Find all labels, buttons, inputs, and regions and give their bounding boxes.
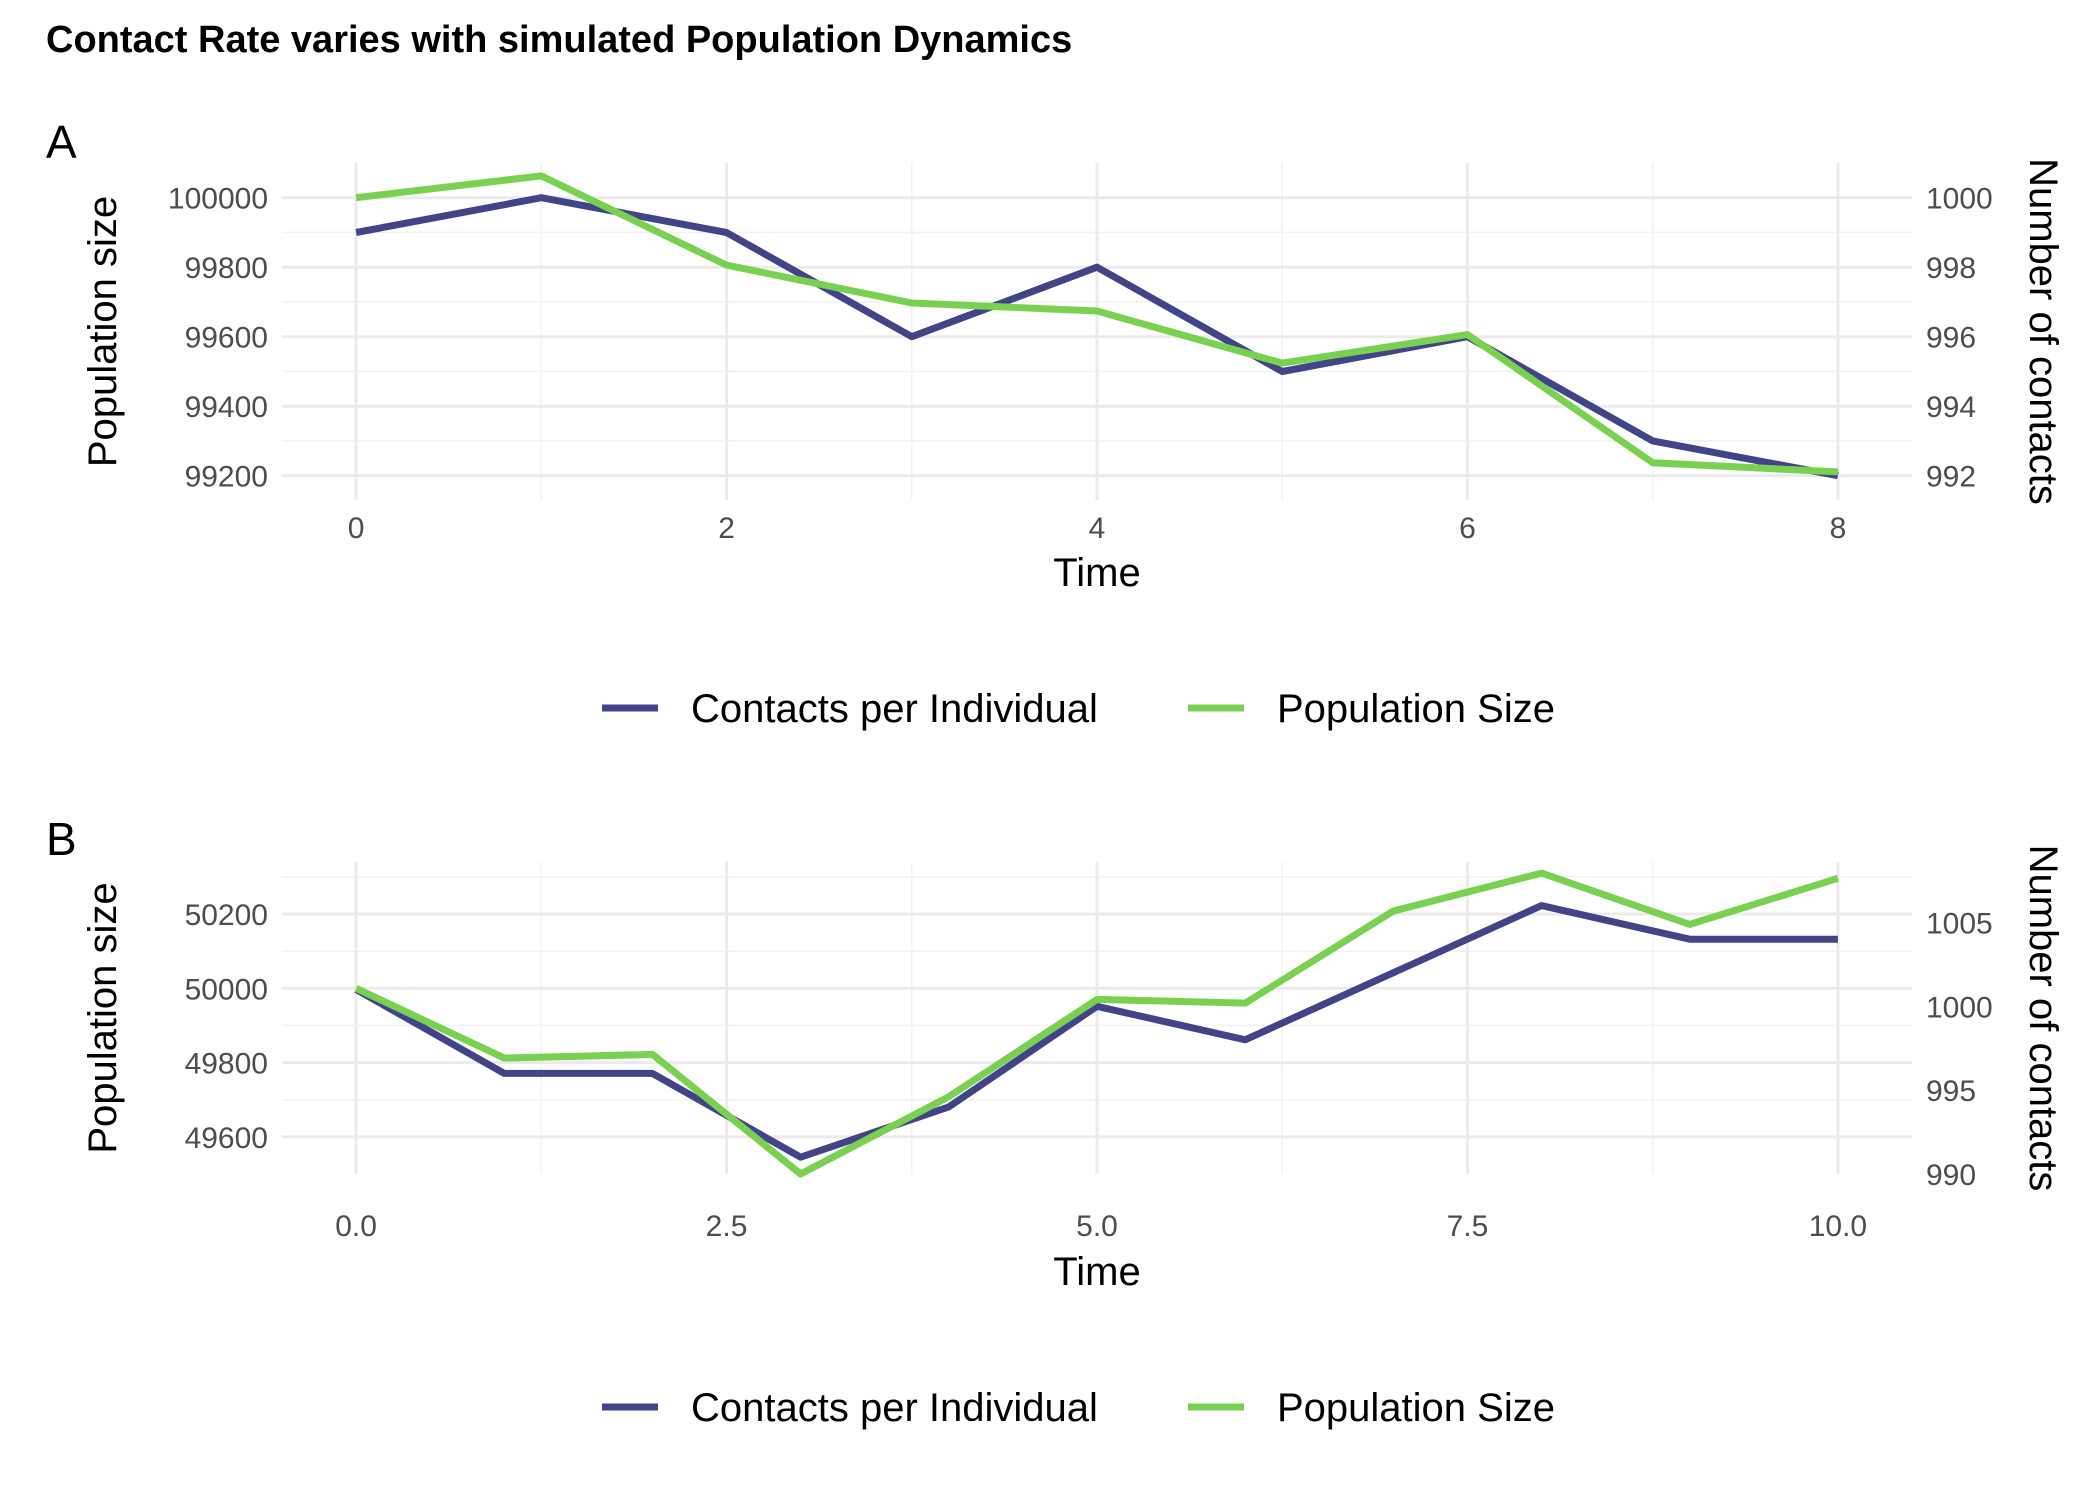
legend-label-population: Population Size [1277,1386,1555,1430]
x-tick-label: 5.0 [1076,1210,1118,1243]
panel-a: 0 2 4 6 8 99200 99400 99600 99800 100000 992 994 996… [46,116,2065,731]
legend: Contacts per Individual Population Size [602,687,1555,731]
legend-label-population: Population Size [1277,687,1555,731]
x-tick-label: 6 [1459,512,1476,545]
y-right-tick-label: 996 [1926,322,1976,355]
y-left-tick-label: 49800 [185,1048,268,1081]
y-right-tick-label: 1000 [1926,991,1993,1024]
x-tick-label: 8 [1830,512,1847,545]
chart-panels: 0 2 4 6 8 99200 99400 99600 99800 100000 992 994 996… [46,116,2065,1430]
y-left-axis-title: Population size [81,196,125,467]
x-tick-label: 10.0 [1809,1210,1867,1243]
y-right-tick-label: 1005 [1926,907,1993,940]
y-left-tick-label: 49600 [185,1122,268,1155]
chart-title: Contact Rate varies with simulated Popul… [46,19,1072,61]
y-right-tick-label: 992 [1926,461,1976,494]
legend-label-contacts: Contacts per Individual [691,687,1098,731]
x-tick-label: 7.5 [1447,1210,1489,1243]
x-tick-label: 0 [348,512,365,545]
x-tick-label: 2 [718,512,735,545]
panel-b: 0.0 2.5 5.0 7.5 10.0 49600 49800 50000 50200 990 9… [46,813,2065,1430]
series-line-population [354,869,1839,1178]
x-tick-label: 2.5 [706,1210,748,1243]
y-right-axis-title: Number of contacts [2021,158,2065,505]
y-right-tick-label: 990 [1926,1159,1976,1192]
x-tick-label: 4 [1089,512,1106,545]
panel-tag: A [46,116,77,168]
y-left-tick-label: 99400 [185,391,268,424]
panel-tag: B [46,813,77,865]
y-right-tick-label: 998 [1926,252,1976,285]
y-right-tick-label: 995 [1926,1075,1976,1108]
y-right-axis-title: Number of contacts [2021,845,2065,1192]
y-left-axis-title: Population size [81,882,125,1153]
x-axis-title: Time [1053,551,1140,595]
y-left-tick-label: 99200 [185,461,268,494]
y-left-tick-label: 99800 [185,252,268,285]
x-tick-label: 0.0 [335,1210,377,1243]
y-right-tick-label: 994 [1926,391,1976,424]
y-left-tick-label: 50200 [185,899,268,932]
series-line-population [355,172,1839,476]
y-left-tick-label: 50000 [185,973,268,1006]
series-line-contacts [354,902,1838,1161]
legend: Contacts per Individual Population Size [602,1386,1555,1430]
legend-label-contacts: Contacts per Individual [691,1386,1098,1430]
y-left-tick-label: 99600 [185,322,268,355]
y-left-tick-label: 100000 [168,183,268,216]
x-axis-title: Time [1053,1250,1140,1294]
y-right-tick-label: 1000 [1926,183,1993,216]
